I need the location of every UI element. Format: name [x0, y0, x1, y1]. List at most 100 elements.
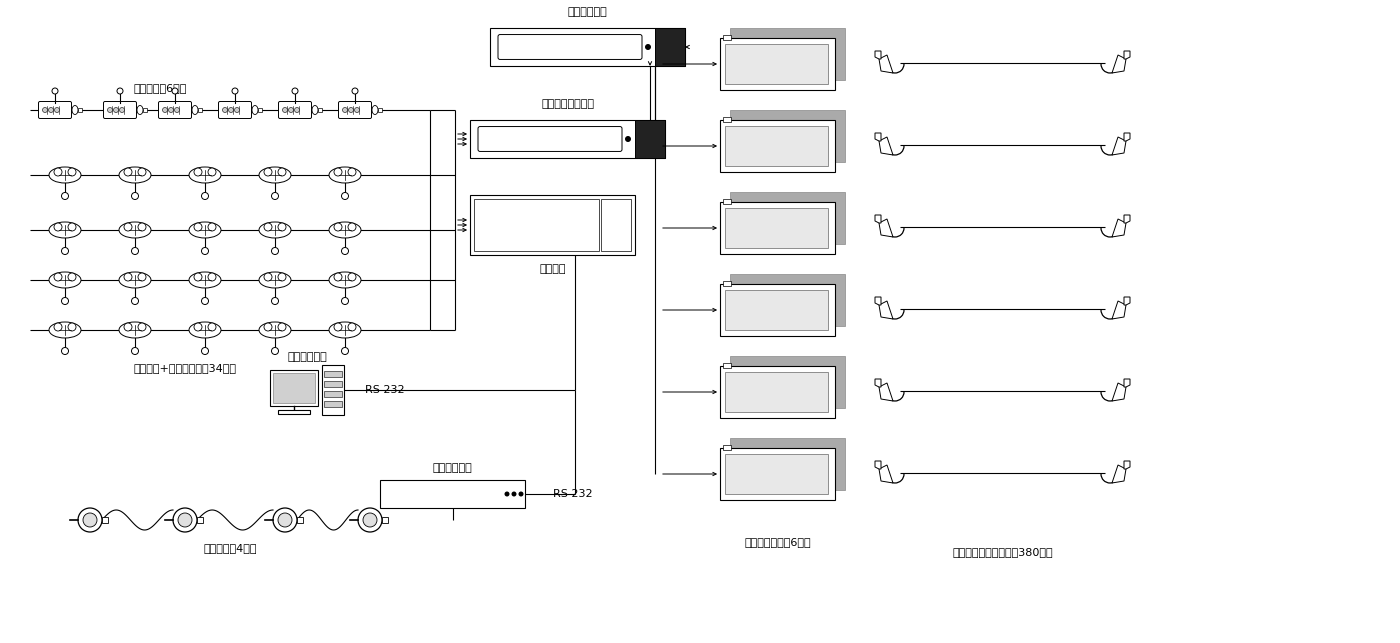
Circle shape: [113, 107, 119, 113]
Polygon shape: [1124, 379, 1130, 387]
Circle shape: [354, 107, 360, 113]
Circle shape: [195, 273, 202, 281]
Circle shape: [273, 508, 297, 532]
Circle shape: [195, 223, 202, 231]
Text: 摄像机（八4只）: 摄像机（八4只）: [203, 543, 256, 553]
Circle shape: [55, 168, 62, 176]
Bar: [318, 108, 322, 112]
Text: 增容电容: 增容电容: [539, 264, 566, 274]
Bar: [323, 391, 342, 397]
Polygon shape: [875, 461, 881, 469]
Bar: [722, 199, 731, 204]
Circle shape: [178, 513, 192, 527]
Circle shape: [202, 347, 209, 354]
Bar: [720, 448, 834, 500]
Circle shape: [279, 168, 286, 176]
Circle shape: [349, 323, 356, 331]
Circle shape: [343, 107, 347, 113]
Ellipse shape: [329, 167, 361, 183]
Circle shape: [42, 107, 48, 113]
Polygon shape: [729, 110, 846, 162]
Circle shape: [132, 347, 139, 354]
Polygon shape: [729, 28, 846, 80]
Circle shape: [132, 298, 139, 305]
Polygon shape: [875, 51, 881, 59]
Polygon shape: [1112, 301, 1126, 319]
Circle shape: [342, 347, 349, 354]
Circle shape: [139, 223, 146, 231]
Ellipse shape: [259, 222, 291, 238]
Circle shape: [83, 513, 97, 527]
Circle shape: [209, 273, 216, 281]
FancyBboxPatch shape: [104, 102, 137, 118]
Circle shape: [62, 298, 69, 305]
Circle shape: [202, 192, 209, 199]
Circle shape: [125, 273, 132, 281]
Ellipse shape: [312, 105, 318, 114]
Bar: [323, 401, 342, 407]
Polygon shape: [1124, 297, 1130, 305]
Polygon shape: [1112, 219, 1126, 237]
Bar: [78, 108, 83, 112]
Bar: [725, 208, 827, 248]
Ellipse shape: [192, 105, 197, 114]
Circle shape: [272, 248, 279, 255]
Circle shape: [162, 107, 168, 113]
Circle shape: [504, 491, 510, 496]
Bar: [722, 35, 731, 40]
Text: RS 232: RS 232: [553, 489, 592, 499]
Circle shape: [279, 223, 286, 231]
Circle shape: [265, 323, 272, 331]
Ellipse shape: [119, 322, 151, 338]
Ellipse shape: [189, 322, 221, 338]
Circle shape: [228, 107, 234, 113]
Ellipse shape: [119, 167, 151, 183]
Text: 代表单元+主席单元（全34只）: 代表单元+主席单元（全34只）: [133, 363, 237, 373]
Circle shape: [55, 273, 62, 281]
Ellipse shape: [252, 105, 258, 114]
Circle shape: [119, 107, 125, 113]
Ellipse shape: [329, 322, 361, 338]
Circle shape: [49, 107, 53, 113]
Bar: [279, 410, 309, 414]
Circle shape: [62, 347, 69, 354]
Bar: [720, 366, 834, 418]
Circle shape: [125, 168, 132, 176]
Circle shape: [351, 88, 358, 94]
Polygon shape: [879, 55, 893, 73]
Ellipse shape: [259, 272, 291, 288]
Circle shape: [202, 298, 209, 305]
Circle shape: [175, 107, 179, 113]
Text: 红外辐射板（八6台）: 红外辐射板（八6台）: [745, 537, 811, 547]
Polygon shape: [875, 297, 881, 305]
Circle shape: [518, 491, 524, 496]
Circle shape: [335, 273, 342, 281]
Bar: [475, 199, 599, 251]
Ellipse shape: [372, 105, 378, 114]
Circle shape: [342, 298, 349, 305]
Polygon shape: [1112, 383, 1126, 401]
Text: RS 232: RS 232: [365, 385, 405, 395]
Circle shape: [279, 273, 286, 281]
Ellipse shape: [259, 167, 291, 183]
Ellipse shape: [189, 222, 221, 238]
Ellipse shape: [119, 222, 151, 238]
Text: 红外接收机含耳机（八380套）: 红外接收机含耳机（八380套）: [952, 547, 1053, 557]
Circle shape: [645, 44, 651, 50]
Circle shape: [69, 168, 76, 176]
Ellipse shape: [329, 222, 361, 238]
Circle shape: [288, 107, 294, 113]
Bar: [323, 381, 342, 387]
Bar: [725, 44, 827, 84]
Bar: [725, 454, 827, 494]
Ellipse shape: [49, 222, 81, 238]
Bar: [297, 517, 302, 523]
Polygon shape: [875, 133, 881, 141]
Ellipse shape: [137, 105, 143, 114]
Polygon shape: [1112, 137, 1126, 155]
Ellipse shape: [189, 272, 221, 288]
Circle shape: [55, 323, 62, 331]
Polygon shape: [879, 383, 893, 401]
Bar: [720, 284, 834, 336]
Circle shape: [195, 168, 202, 176]
